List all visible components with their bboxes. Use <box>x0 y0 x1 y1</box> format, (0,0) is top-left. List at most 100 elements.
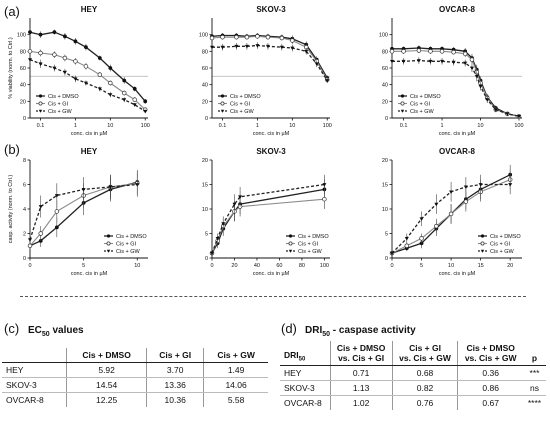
data-point <box>220 45 225 50</box>
dri50-header-sub: 50 <box>298 357 306 363</box>
ec50-col-header: Cis + GI <box>146 348 204 363</box>
dri50-cell: 0.82 <box>391 380 458 396</box>
ec50-cell: 13.36 <box>146 377 204 393</box>
legend-marker <box>106 234 111 238</box>
x-tick-label: 20 <box>507 263 513 269</box>
x-tick-label: 5 <box>420 263 423 269</box>
data-point <box>132 103 137 107</box>
dri50-col-header: Cis + DMSO vs. Cis + GI <box>329 341 393 366</box>
legend-label: Cis + GW <box>116 249 140 255</box>
ec50-table: Cis + DMSO Cis + GI Cis + GW HEY 5.92 3.… <box>2 348 268 407</box>
ec50-col-header: Cis + GW <box>203 348 268 363</box>
y-axis-label: % viability (norm. to Ctrl.) <box>8 37 14 99</box>
x-axis-label: conc. cis in µM <box>253 131 290 137</box>
legend-marker <box>38 94 43 98</box>
ec50-title-rest: values <box>49 325 84 336</box>
dri50-table: DRI50 Cis + DMSO vs. Cis + GI Cis + GI v… <box>280 341 546 410</box>
legend-marker <box>480 234 485 238</box>
dri50-cell: 0.36 <box>457 365 523 381</box>
y-tick-label: 6 <box>23 183 26 189</box>
dri50-cell: 0.76 <box>391 395 458 410</box>
data-point <box>143 109 148 114</box>
series-line <box>29 183 138 240</box>
legend-marker <box>220 109 225 113</box>
data-point <box>73 39 78 44</box>
data-point <box>38 62 43 67</box>
y-tick-label: 20 <box>382 158 388 164</box>
data-point <box>38 231 43 236</box>
data-point <box>122 78 127 83</box>
dri50-header-main: DRI <box>284 350 299 361</box>
data-point <box>469 57 475 62</box>
data-point <box>469 66 474 71</box>
dri50-table-title: DRI50 - caspase activity <box>305 325 416 338</box>
dri50-title-main: DRI <box>305 325 323 336</box>
chart-title: HEY <box>81 5 98 14</box>
ec50-header-row: Cis + DMSO Cis + GI Cis + GW <box>2 348 268 363</box>
data-point <box>215 237 220 241</box>
legend-marker <box>288 234 293 238</box>
data-point <box>419 236 424 241</box>
y-tick-label: 20 <box>202 99 208 105</box>
panel-label-b: (b) <box>4 142 20 157</box>
ec50-col-header <box>2 348 67 363</box>
x-tick-label: 10 <box>107 123 113 129</box>
data-point <box>108 185 113 190</box>
data-point <box>439 49 445 54</box>
legend-marker <box>480 241 485 246</box>
panel-label-d: (d) <box>281 321 297 336</box>
dri50-col-header: p <box>523 341 546 366</box>
legend-label: Cis + GI <box>410 102 430 108</box>
panel-label-c: (c) <box>4 321 20 336</box>
data-point <box>478 84 483 89</box>
data-point <box>234 44 239 49</box>
data-point <box>28 58 32 62</box>
data-point <box>493 108 498 112</box>
y-tick-label: 80 <box>202 49 208 55</box>
x-tick-label: 1 <box>256 123 259 129</box>
x-tick-label: 0 <box>210 263 213 269</box>
legend-label: Cis + GW <box>48 109 72 115</box>
legend-marker <box>38 101 43 106</box>
data-point <box>63 34 67 39</box>
data-point <box>54 209 60 214</box>
x-tick-label: 15 <box>478 263 484 269</box>
y-tick-label: 0 <box>205 256 208 262</box>
data-point <box>122 98 127 102</box>
legend-label: Cis + GI <box>48 102 68 108</box>
x-tick-label: 100 <box>320 263 329 269</box>
data-point <box>404 237 409 241</box>
dri50-cell: 1.13 <box>329 380 393 396</box>
x-tick-label: 10 <box>448 263 454 269</box>
dri50-header-row: DRI50 Cis + DMSO vs. Cis + GI Cis + GI v… <box>280 341 546 366</box>
table-row: SKOV-3 14.54 13.36 14.06 <box>2 377 268 393</box>
chart-title: SKOV-3 <box>256 5 286 14</box>
data-point <box>416 48 422 53</box>
y-tick-label: 60 <box>20 66 26 72</box>
data-point <box>97 87 102 92</box>
data-point <box>451 49 456 55</box>
dri50-cell: ns <box>523 380 546 396</box>
data-point <box>389 49 395 54</box>
legend-marker <box>106 241 111 246</box>
ec50-cell: SKOV-3 <box>2 377 67 393</box>
data-point <box>28 30 32 35</box>
legend-marker <box>400 101 405 106</box>
dri50-header-line: vs. Cis + GW <box>399 353 451 363</box>
x-axis-label: conc. cis in µM <box>439 271 476 277</box>
data-point <box>143 99 148 104</box>
x-axis-label: conc. cis in µM <box>71 131 108 137</box>
dri50-cell: *** <box>523 365 546 381</box>
x-axis-label: conc. cis in µM <box>439 131 476 137</box>
x-tick-label: 0.1 <box>400 123 408 129</box>
legend-marker <box>400 94 405 98</box>
data-point <box>97 56 102 60</box>
ec50-cell: 14.54 <box>66 377 147 393</box>
y-tick-label: 0 <box>23 256 26 262</box>
data-point <box>38 205 43 209</box>
dri50-cell: HEY <box>280 365 331 381</box>
ec50-cell: 14.06 <box>203 377 268 393</box>
series-line <box>211 34 328 79</box>
data-point <box>54 225 59 230</box>
data-point <box>434 223 439 229</box>
